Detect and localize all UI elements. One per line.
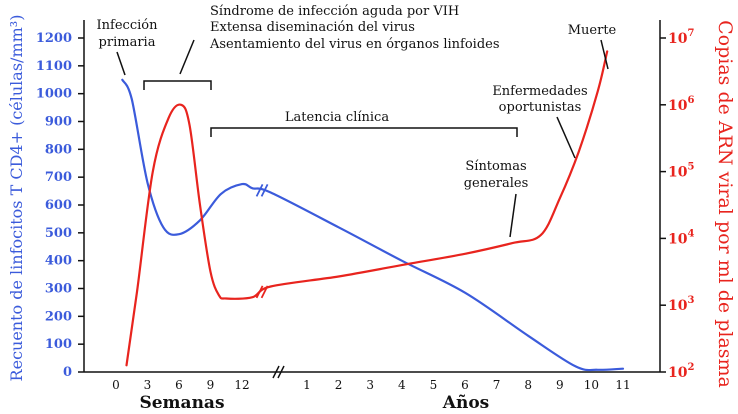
x-tick-label-week: 9 (207, 378, 215, 392)
annotations: Infección primaria Síndrome de infección… (97, 4, 617, 238)
annotation-sindrome-line-2: Extensa diseminación del virus (210, 20, 415, 35)
series-break-mark-viral-rna (260, 285, 269, 299)
left-tick-label: 500 (45, 226, 72, 241)
annotation-sindrome-line-1: Síndrome de infección aguda por VIH (210, 4, 459, 19)
left-axis-ticks: 0 100 200 300 400 500 600 700 800 900 1000 1100 1200 (36, 31, 84, 380)
annotation-sintomas-line-1: Síntomas (465, 159, 526, 174)
annotation-infeccion-line-2: primaria (99, 35, 156, 50)
left-tick-label: 800 (45, 142, 72, 157)
x-tick-label-year: 1 (303, 378, 311, 392)
axis-break-mark (277, 365, 285, 379)
x-tick-label-week: 3 (144, 378, 152, 392)
left-axis-title: Recuento de linfocitos T CD4+ (células/m… (7, 15, 26, 382)
x-tick-label-year: 5 (430, 378, 438, 392)
annotation-enfermedades-pointer (556, 116, 576, 159)
annotation-enfermedades-line-1: Enfermedades (492, 84, 587, 99)
x-tick-label-year: 8 (524, 378, 532, 392)
x-tick-label-week: 0 (112, 378, 120, 392)
x-axis-ticks: 0 3 6 9 12 1 2 3 4 5 6 7 8 9 10 11 (112, 378, 630, 392)
left-tick-label: 1100 (36, 59, 72, 74)
x-axis-weeks-title: Semanas (139, 393, 224, 413)
series (121, 50, 625, 372)
annotation-enfermedades-line-2: oportunistas (499, 100, 582, 115)
annotation-sintomas-line-2: generales (464, 176, 529, 191)
axes (83, 20, 661, 379)
annotation-infeccion-pointer (116, 51, 126, 76)
x-tick-label-year: 4 (398, 378, 406, 392)
x-tick-label-year: 9 (556, 378, 564, 392)
axis-titles: Recuento de linfocitos T CD4+ (células/m… (7, 15, 736, 413)
right-tick-label: 107 (668, 28, 694, 47)
x-tick-label-year: 2 (335, 378, 343, 392)
axis-break-mark (272, 365, 280, 379)
right-tick-label: 102 (668, 362, 694, 381)
right-axis-title: Copias de ARN viral por ml de plasma (714, 20, 736, 388)
x-tick-label-week: 6 (175, 378, 183, 392)
left-tick-label: 600 (45, 198, 72, 213)
left-tick-label: 700 (45, 170, 72, 185)
x-tick-label-year: 10 (584, 378, 599, 392)
annotation-sintomas-pointer (509, 193, 517, 238)
right-axis-ticks: 102 103 104 105 106 107 (660, 28, 694, 381)
series-break-mark-cd4-count (255, 183, 264, 197)
annotation-latencia-bracket (210, 127, 518, 137)
left-tick-label: 100 (45, 337, 72, 352)
series-line-viral-rna (125, 50, 609, 367)
x-tick-label-year: 7 (493, 378, 501, 392)
x-tick-label-year: 6 (461, 378, 469, 392)
left-tick-label: 200 (45, 309, 72, 324)
x-tick-label-year: 11 (615, 378, 630, 392)
series-break-mark-cd4-count (260, 183, 269, 197)
right-tick-label: 103 (668, 295, 694, 314)
annotation-sindrome-bracket (143, 80, 212, 90)
right-tick-label: 104 (668, 228, 694, 247)
series-break-mark-viral-rna (255, 285, 264, 299)
left-tick-label: 0 (63, 365, 72, 380)
right-tick-label: 105 (668, 162, 694, 181)
x-axis-years-title: Años (442, 393, 489, 413)
x-tick-label-week: 12 (234, 378, 249, 392)
annotation-muerte: Muerte (568, 23, 617, 38)
left-tick-label: 400 (45, 254, 72, 269)
right-tick-label: 106 (668, 95, 694, 114)
annotation-sindrome-pointer (179, 39, 195, 75)
annotation-muerte-pointer (600, 39, 609, 70)
left-tick-label: 1200 (36, 31, 72, 46)
annotation-sindrome-line-3: Asentamiento del virus en órganos linfoi… (209, 37, 500, 52)
left-tick-label: 900 (45, 115, 72, 130)
left-tick-label: 300 (45, 282, 72, 297)
annotation-latencia: Latencia clínica (285, 110, 389, 125)
left-tick-label: 1000 (36, 87, 72, 102)
series-line-cd4-count (121, 78, 625, 372)
x-tick-label-year: 3 (366, 378, 374, 392)
annotation-infeccion-line-1: Infección (97, 18, 159, 33)
